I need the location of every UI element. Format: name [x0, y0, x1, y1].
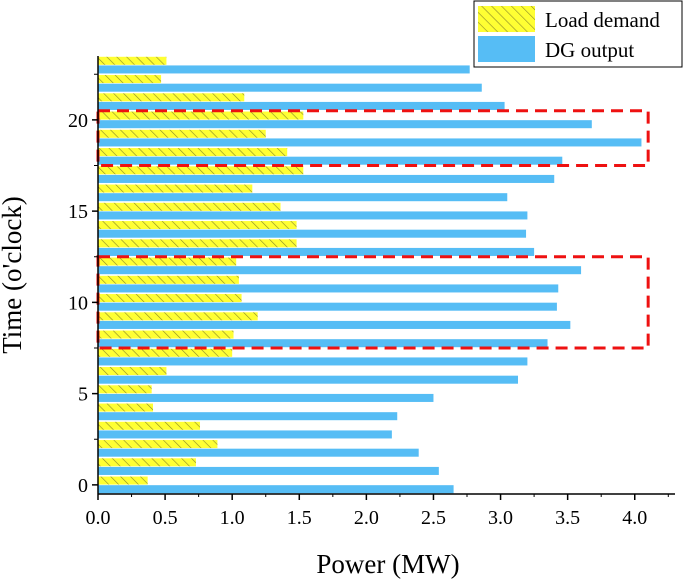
bar-load-demand-19 [98, 129, 266, 138]
bar-dg-output-1 [98, 466, 439, 475]
legend-label-load-demand: Load demand [545, 8, 660, 32]
x-tick-label-1.5: 1.5 [287, 507, 312, 529]
bar-dg-output-7 [98, 357, 528, 366]
bar-load-demand-12 [98, 257, 237, 266]
bar-dg-output-22 [98, 83, 482, 92]
bar-dg-output-4 [98, 412, 398, 421]
bar-load-demand-22 [98, 75, 162, 84]
legend-swatch-load-demand [478, 6, 535, 32]
bar-load-demand-16 [98, 184, 253, 193]
bar-load-demand-5 [98, 385, 152, 394]
bar-load-demand-23 [98, 56, 167, 65]
bar-load-demand-3 [98, 421, 200, 430]
bar-dg-output-8 [98, 339, 548, 348]
bar-load-demand-6 [98, 367, 167, 376]
bar-dg-output-17 [98, 174, 555, 183]
bar-dg-output-21 [98, 101, 505, 110]
bar-dg-output-13 [98, 247, 535, 256]
x-tick-label-0.5: 0.5 [153, 507, 178, 529]
bar-dg-output-0 [98, 485, 454, 494]
bar-load-demand-9 [98, 312, 258, 321]
y-axis-title: Time (o'clock) [0, 196, 27, 354]
bar-load-demand-2 [98, 440, 218, 449]
bar-load-demand-21 [98, 93, 245, 102]
bar-dg-output-14 [98, 229, 527, 238]
bar-dg-output-2 [98, 448, 419, 457]
bar-dg-output-11 [98, 284, 559, 293]
x-axis-title: Power (MW) [316, 549, 459, 579]
legend: Load demand DG output [473, 0, 683, 68]
bar-load-demand-17 [98, 166, 304, 175]
bar-dg-output-23 [98, 65, 470, 74]
bar-load-demand-4 [98, 403, 154, 412]
bar-dg-output-9 [98, 320, 571, 329]
x-tick-label-3.0: 3.0 [488, 507, 513, 529]
y-tick-label-0: 0 [78, 475, 88, 497]
bar-load-demand-0 [98, 476, 148, 485]
bar-dg-output-15 [98, 211, 528, 220]
bar-load-demand-7 [98, 348, 233, 357]
y-tick-label-5: 5 [78, 384, 88, 406]
legend-label-dg-output: DG output [545, 38, 634, 62]
y-tick-label-20: 20 [68, 110, 88, 132]
bar-load-demand-18 [98, 148, 288, 157]
x-tick-label-2.5: 2.5 [421, 507, 446, 529]
bar-dg-output-3 [98, 430, 392, 439]
y-tick-label-10: 10 [68, 292, 88, 314]
bar-dg-output-12 [98, 266, 582, 275]
y-tick-label-15: 15 [68, 201, 88, 223]
bar-load-demand-1 [98, 458, 196, 467]
bar-load-demand-14 [98, 221, 297, 230]
bar-dg-output-16 [98, 193, 508, 202]
bar-load-demand-11 [98, 275, 239, 284]
bar-dg-output-19 [98, 138, 642, 147]
legend-swatch-dg-output [478, 36, 535, 62]
bar-load-demand-20 [98, 111, 304, 120]
bar-dg-output-5 [98, 393, 434, 402]
x-tick-label-4.0: 4.0 [622, 507, 647, 529]
axes: 0.0 0.5 1.0 1.5 2.0 2.5 3.0 3.5 4.0 0 5 10 15 20 [68, 56, 675, 529]
bar-dg-output-10 [98, 302, 557, 311]
bar-load-demand-13 [98, 239, 297, 248]
bar-dg-output-20 [98, 120, 592, 129]
x-tick-label-1.0: 1.0 [220, 507, 245, 529]
bar-load-demand-10 [98, 294, 242, 303]
bar-dg-output-18 [98, 156, 563, 165]
bar-load-demand-8 [98, 330, 234, 339]
bars-layer [98, 56, 642, 494]
bar-load-demand-15 [98, 202, 281, 211]
x-tick-label-2.0: 2.0 [354, 507, 379, 529]
bar-dg-output-6 [98, 375, 519, 384]
x-tick-label-3.5: 3.5 [555, 507, 580, 529]
x-tick-label-0.0: 0.0 [86, 507, 111, 529]
